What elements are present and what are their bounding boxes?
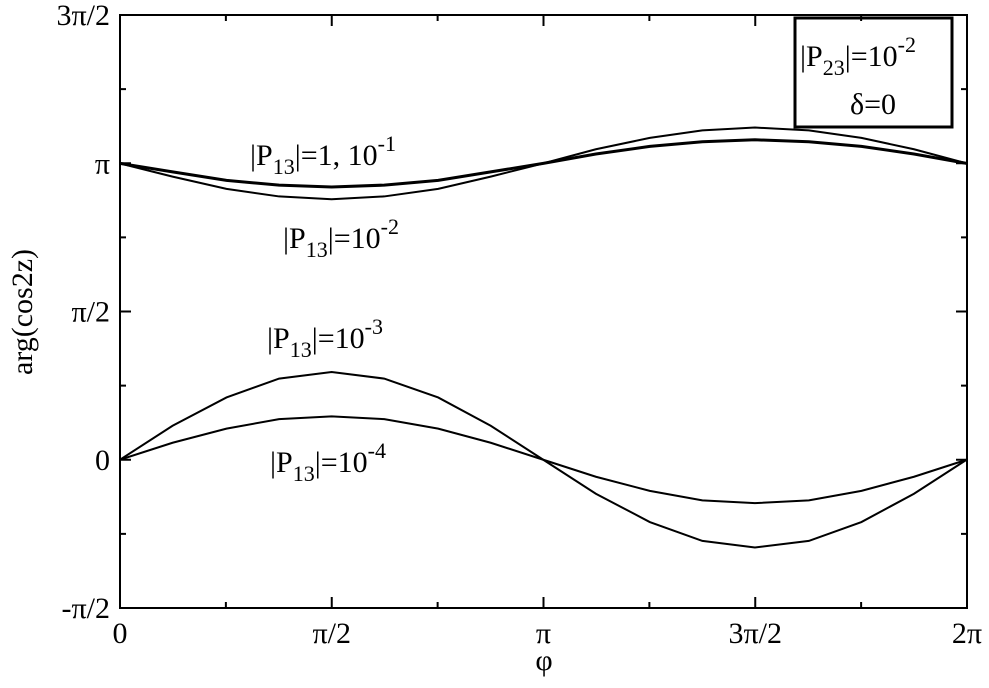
annotation-part: 13	[273, 154, 295, 179]
x-tick-label: π	[536, 617, 551, 650]
curve	[119, 415, 967, 505]
x-tick-label: 3π/2	[729, 617, 782, 650]
annotation-part: 13	[290, 337, 312, 362]
x-tick-label: π/2	[313, 617, 351, 650]
annotation-box	[793, 16, 954, 129]
x-tick-label: 2π	[952, 617, 982, 650]
annotation-part: -3	[365, 314, 383, 339]
annotation-part: 13	[293, 461, 315, 486]
annotation-part: |=10	[328, 222, 381, 255]
annotation-part: 13	[306, 237, 328, 262]
annotation: |P23|=10-2	[800, 32, 916, 80]
y-axis-label: arg(cos2z)	[6, 249, 39, 375]
annotation-part: |P	[270, 446, 293, 479]
annotation-part: |=10	[315, 446, 368, 479]
annotation-part: -1	[378, 131, 396, 156]
annotation-part: |P	[267, 322, 290, 355]
annotation-part: -2	[381, 214, 399, 239]
y-tick-label: -π/2	[62, 592, 110, 625]
annotation-part: -2	[898, 32, 916, 57]
annotation: |P13|=10-3	[267, 314, 383, 362]
annotation: δ=0	[850, 88, 896, 121]
annotation-part: -4	[368, 438, 386, 463]
y-tick-label: 3π/2	[57, 0, 110, 32]
y-tick-label: 0	[95, 444, 110, 477]
y-tick-label: π	[95, 147, 110, 180]
annotation: |P13|=10-2	[283, 214, 399, 262]
annotation-part: |P	[250, 139, 273, 172]
annotation-part: |P	[800, 40, 823, 73]
curve	[119, 126, 967, 201]
x-tick-label: 0	[113, 617, 128, 650]
annotation-part: |P	[283, 222, 306, 255]
x-axis-label: φ	[535, 644, 552, 677]
y-tick-label: π/2	[72, 296, 110, 329]
annotation: |P13|=1, 10-1	[250, 131, 396, 179]
annotation-part: δ=0	[850, 88, 896, 121]
annotation-part: 23	[823, 55, 845, 80]
annotation-part: |=10	[845, 40, 898, 73]
annotation-part: |=10	[312, 322, 365, 355]
annotation: |P13|=10-4	[270, 438, 386, 486]
annotation-part: |=1, 10	[295, 139, 378, 172]
